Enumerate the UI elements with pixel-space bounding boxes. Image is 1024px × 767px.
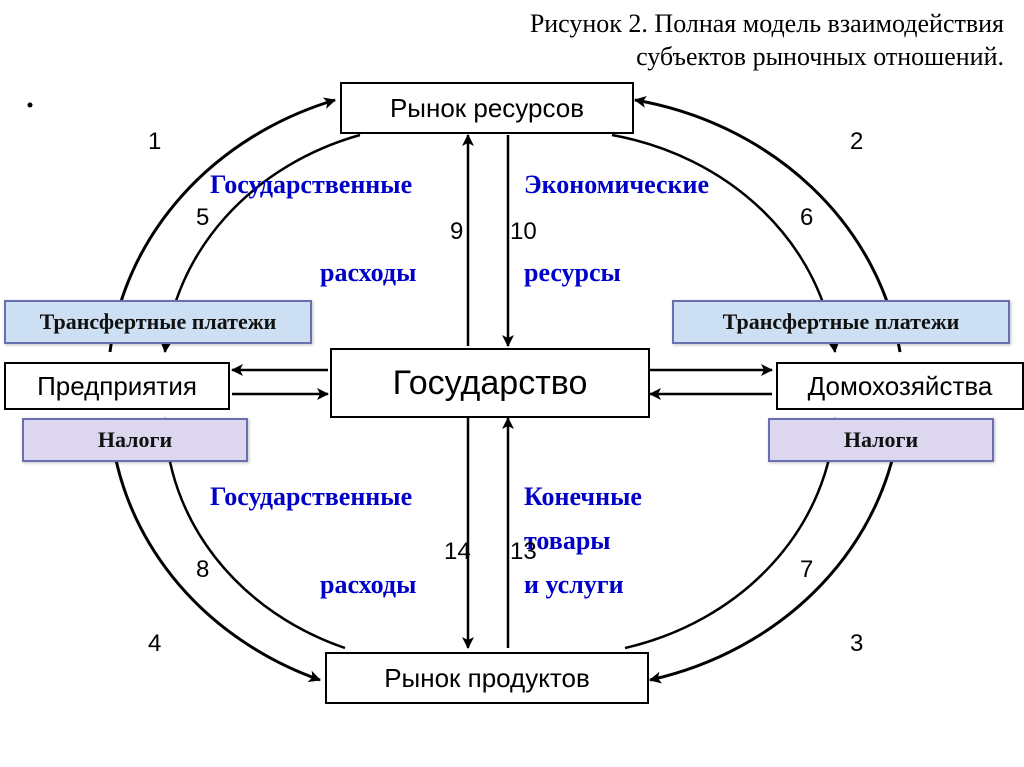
box-top-label: Рынок ресурсов [390,93,584,124]
edge-num-2: 2 [850,128,863,156]
overlay-left-bottom-label: Налоги [98,427,172,453]
flow-label-2a: Экономические [524,168,709,202]
box-top: Рынок ресурсов [340,82,634,134]
flow-label-4b: товары [524,524,611,558]
overlay-right-top: Трансфертные платежи [672,300,1010,344]
box-center: Государство [330,348,650,418]
edge-num-6: 6 [800,204,813,232]
flow-label-2b: ресурсы [524,256,621,290]
diagram-stage: { "caption": { "line1": "Рисунок 2. Полн… [0,0,1024,767]
overlay-right-top-label: Трансфертные платежи [723,309,960,335]
box-right-label: Домохозяйства [808,371,993,402]
box-bottom: Рынок продуктов [325,652,649,704]
edge-num-9: 9 [450,218,463,246]
edge-num-5: 5 [196,204,209,232]
overlay-left-top: Трансфертные платежи [4,300,312,344]
flow-label-3b: расходы [320,568,416,602]
flow-label-4c: и услуги [524,568,624,602]
overlay-right-bottom: Налоги [768,418,994,462]
edge-num-4: 4 [148,630,161,658]
box-left: Предприятия [4,362,230,410]
edge-num-10: 10 [510,218,537,246]
overlay-right-bottom-label: Налоги [844,427,918,453]
flow-label-3a: Государственные [210,480,412,514]
overlay-left-bottom: Налоги [22,418,248,462]
box-left-label: Предприятия [37,371,197,402]
box-center-label: Государство [393,364,588,403]
flow-label-1b: расходы [320,256,416,290]
box-right: Домохозяйства [776,362,1024,410]
box-bottom-label: Рынок продуктов [384,663,590,694]
edge-num-3: 3 [850,630,863,658]
edge-num-7: 7 [800,556,813,584]
edge-num-13: 13 [510,538,537,566]
edge-num-14: 14 [444,538,471,566]
flow-label-4a: Конечные [524,480,642,514]
flow-label-1a: Государственные [210,168,412,202]
overlay-left-top-label: Трансфертные платежи [40,309,277,335]
edge-num-1: 1 [148,128,161,156]
edge-num-8: 8 [196,556,209,584]
